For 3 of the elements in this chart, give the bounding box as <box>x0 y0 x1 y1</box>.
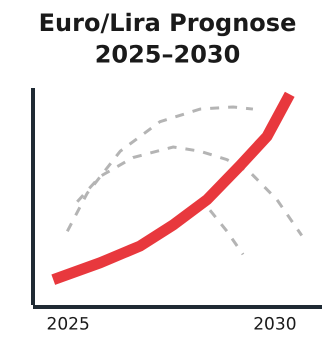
x-tick-label: 2030 <box>253 314 297 334</box>
x-tick-label: 2025 <box>46 314 90 334</box>
chart-title: Euro/Lira Prognose 2025–2030 <box>38 9 296 68</box>
